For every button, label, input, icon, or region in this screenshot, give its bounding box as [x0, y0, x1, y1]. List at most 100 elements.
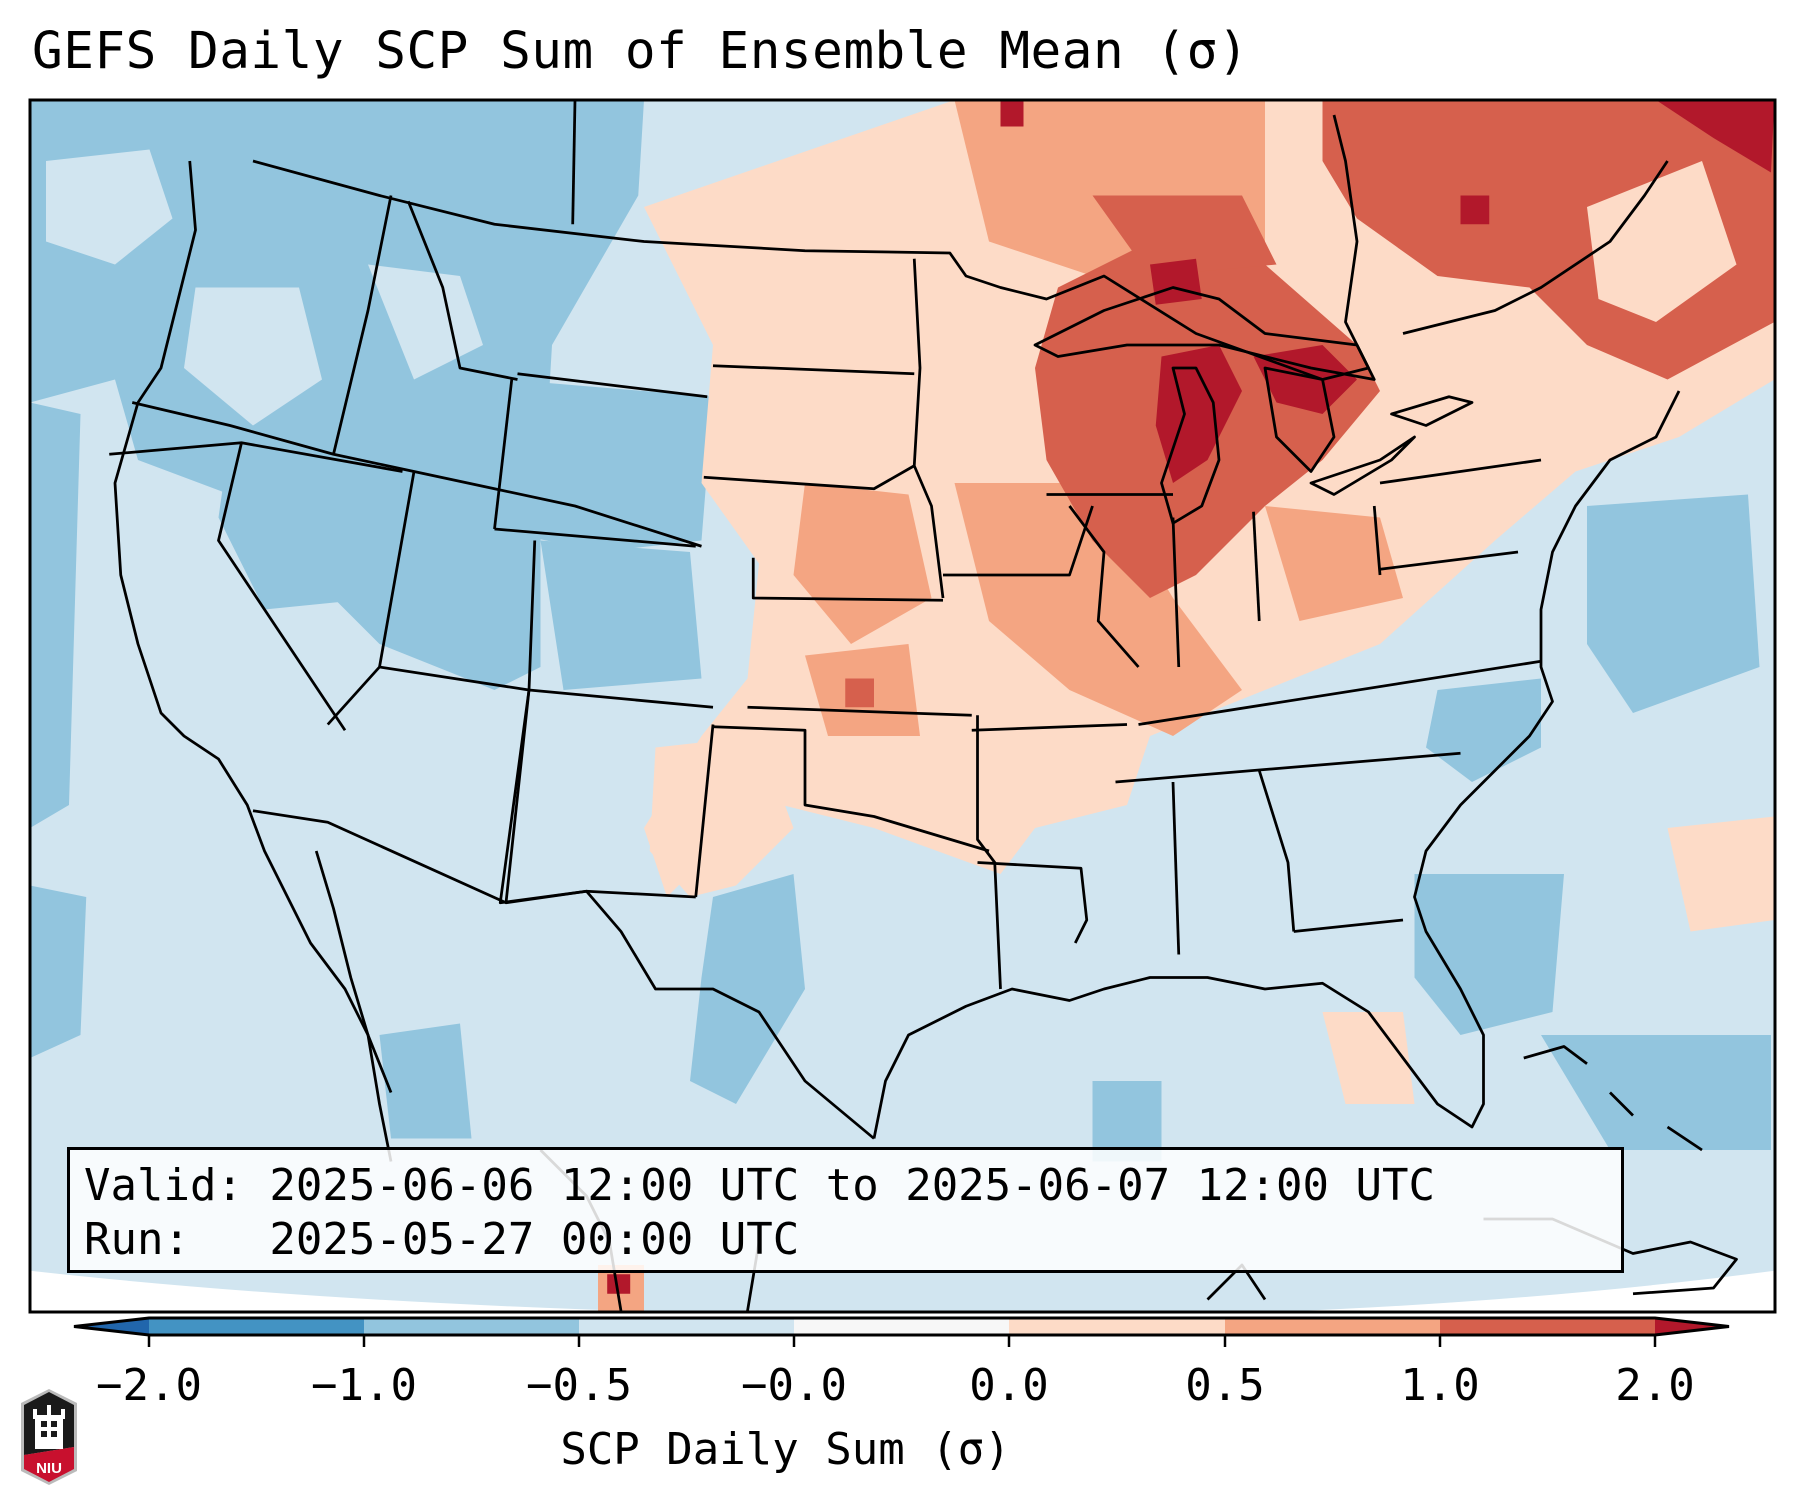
colorbar-tick-label: 1.0: [1400, 1360, 1480, 1411]
colorbar-tick-label: 2.0: [1615, 1360, 1695, 1411]
field-darkest1: [1155, 345, 1242, 483]
line-wy-co: [494, 527, 696, 548]
run-time-text: Run: 2025-05-27 00:00 UTC: [84, 1214, 800, 1265]
line-mn-wi: [912, 258, 945, 599]
line-ne-ks: [751, 557, 944, 602]
colorbar-bin: [794, 1318, 1009, 1335]
lake-erie: [1309, 435, 1416, 496]
field-nc-blue: [1426, 678, 1541, 782]
colorbar: [73, 1316, 1730, 1347]
bahamas: [1523, 1045, 1703, 1152]
boundaries: [109, 100, 1738, 1312]
field-mex-blue: [379, 1023, 472, 1139]
line-oh-pa: [1372, 505, 1382, 576]
field-darkest5: [1000, 100, 1024, 127]
line-pa-md: [1379, 550, 1519, 571]
logo-text: NIU: [36, 1460, 62, 1477]
field-atl-blue: [1587, 494, 1760, 713]
valid-time-text: Valid: 2025-06-06 12:00 UTC to 2025-06-0…: [84, 1160, 1436, 1211]
line-ca-nv: [217, 442, 347, 732]
field-med-red1: [793, 483, 932, 644]
field-west-light2: [184, 287, 322, 426]
line-il-in: [1171, 517, 1181, 668]
line-ia-mo: [942, 505, 1094, 577]
west-coastline: [113, 160, 393, 1162]
field-west-light1: [46, 149, 173, 265]
line-ms-al: [1171, 781, 1181, 955]
line-mo-ar: [971, 723, 1128, 732]
field-darkest2: [1253, 345, 1357, 414]
colorbar-tick-label: 0.5: [1185, 1360, 1265, 1411]
lake-michigan: [1160, 366, 1221, 525]
line-mt-dakota: [571, 100, 577, 225]
lake-ontario: [1390, 395, 1474, 427]
field-carib-blue: [1541, 1035, 1771, 1150]
field-co-blue: [540, 540, 702, 690]
field-darkest4: [1656, 100, 1775, 173]
field-nv-blue: [218, 437, 391, 610]
colorbar-tick-label: −2.0: [96, 1360, 202, 1411]
line-tn: [1115, 751, 1461, 784]
field-darkest6: [1460, 195, 1490, 225]
line-nd-sd: [712, 364, 915, 376]
line-in-oh: [1252, 511, 1261, 622]
field-strong-red3: [1092, 195, 1277, 276]
lake-huron: [1263, 366, 1336, 473]
field-se-red: [1667, 816, 1775, 932]
border-east: [1402, 160, 1669, 335]
field-pac-blue: [30, 402, 81, 828]
line-id-mt: [406, 200, 518, 381]
field-west-blue: [30, 100, 644, 690]
line-wa-id: [332, 195, 393, 455]
data-field: [30, 100, 1775, 1312]
colorbar-bin: [149, 1318, 364, 1335]
field-yuc-dark: [607, 1274, 631, 1294]
field-light-quebec: [1587, 161, 1737, 322]
field-west-light3: [368, 264, 483, 380]
colorbar-label: SCP Daily Sum (σ): [560, 1424, 1011, 1475]
field-gulf-blue: [1092, 1081, 1162, 1162]
line-wy-ut: [493, 379, 514, 530]
line-mt-wy: [517, 372, 708, 399]
line-ky-tn: [1138, 659, 1542, 726]
line-ar-la: [977, 861, 1089, 944]
field-darkest7: [845, 678, 874, 708]
field-tx-blue: [690, 874, 805, 1104]
field-med-red5: [1265, 506, 1403, 621]
colorbar-bin: [1009, 1318, 1225, 1335]
line-ga-fl: [1293, 918, 1404, 933]
field-darkest3: [1150, 258, 1202, 305]
line-nm-tx: [694, 724, 715, 898]
field-fl-red: [1322, 1012, 1415, 1104]
colorbar-label-wrap: SCP Daily Sum (σ): [0, 1424, 1803, 1475]
colorbar-tick-label: 0.0: [969, 1360, 1049, 1411]
field-nm-red: [649, 736, 794, 897]
field-wy-blue: [494, 379, 713, 552]
colorbar-bin: [1225, 1318, 1440, 1335]
colorbar-tick-label: −0.5: [526, 1360, 632, 1411]
line-ia-il: [1068, 505, 1140, 668]
line-mx-border: [252, 809, 875, 1140]
map-area: [30, 100, 1775, 1312]
baja-coast: [314, 850, 393, 1094]
field-atl-blue2: [1414, 874, 1564, 1035]
line-pa-ny: [1379, 458, 1542, 485]
lake-superior: [1033, 286, 1376, 381]
colorbar-bin: [1440, 1318, 1655, 1335]
line-al-ga: [1257, 770, 1296, 932]
chart-title: GEFS Daily SCP Sum of Ensemble Mean (σ): [32, 22, 1249, 81]
colorbar-extend-high: [1655, 1318, 1729, 1335]
field-pac-blue2: [30, 885, 87, 1058]
line-tx-la: [976, 715, 1002, 990]
colorbar-bin: [579, 1318, 794, 1335]
colorbar-extend-low: [74, 1318, 149, 1335]
colorbar-tick-label: −0.0: [741, 1360, 847, 1411]
line-sd-ne: [703, 464, 915, 491]
line-ks-ok: [747, 705, 972, 717]
colorbar-bin: [364, 1318, 579, 1335]
niu-logo: NIU: [21, 1389, 77, 1485]
gulf-coast: [872, 390, 1681, 1139]
map-frame: [28, 98, 1777, 1314]
us-canada-border: [252, 114, 1370, 381]
